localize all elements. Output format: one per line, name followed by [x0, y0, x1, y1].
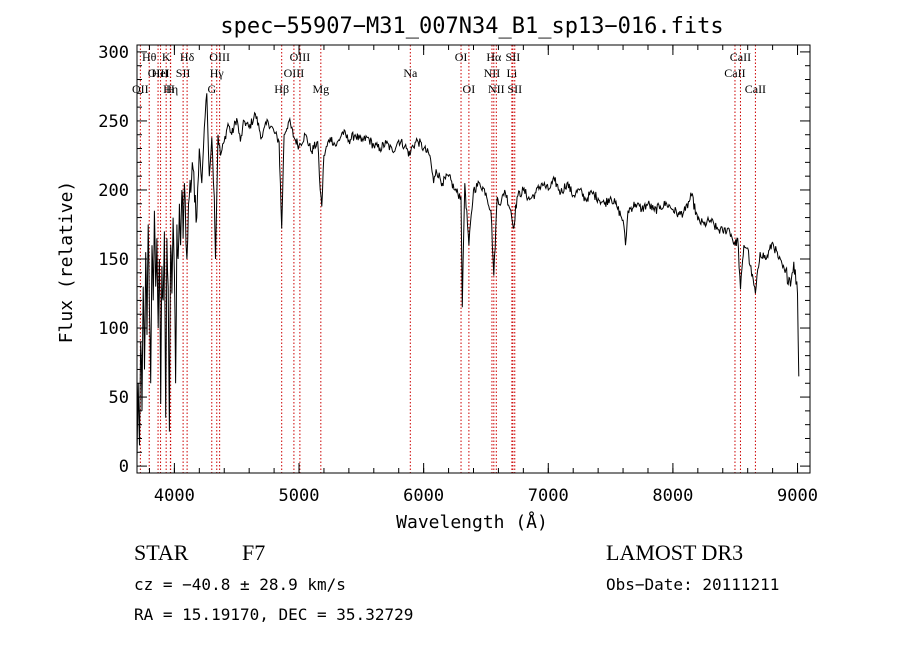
x-tick-label: 5000 [279, 486, 320, 506]
line-label: OII [132, 82, 149, 96]
y-axis-ticks: 0 50 100 150 200 250 300 [98, 43, 810, 477]
line-label: OI [463, 82, 476, 96]
line-label: HeI [152, 66, 170, 80]
x-tick-label: 8000 [652, 486, 693, 506]
line-label: NII [488, 82, 505, 96]
y-tick-label: 200 [98, 181, 129, 201]
line-label: Hθ [142, 50, 157, 64]
flux-line [136, 93, 800, 460]
x-tick-label: 7000 [528, 486, 569, 506]
line-label: OIII [290, 50, 311, 64]
x-tick-label: 9000 [777, 486, 818, 506]
x-axis-label: Wavelength (Å) [396, 511, 548, 533]
line-label: Hβ [274, 82, 289, 96]
redshift-readout: cz = −40.8 ± 28.9 km/s [134, 575, 346, 594]
y-tick-label: 150 [98, 250, 129, 270]
x-axis-ticks: 4000 5000 6000 7000 8000 9000 [148, 45, 818, 506]
y-tick-label: 50 [109, 388, 129, 408]
y-tick-label: 100 [98, 319, 129, 339]
spectral-line-labels: OIIHθOIIIHeIKHηSIIHHδGHγOIIIHβOIIIOIIIMg… [132, 50, 766, 96]
y-tick-label: 300 [98, 43, 129, 63]
spectral-line-markers [139, 45, 756, 473]
y-tick-label: 250 [98, 112, 129, 132]
line-label: OI [455, 50, 468, 64]
survey-name: LAMOST DR3 [606, 540, 743, 565]
x-tick-label: 6000 [403, 486, 444, 506]
chart-title: spec−55907−M31_007N34_B1_sp13−016.fits [220, 14, 723, 39]
line-label: SII [506, 50, 521, 64]
object-subclass: F7 [242, 540, 265, 565]
object-class: STAR [134, 540, 189, 565]
line-label: Mg [312, 82, 329, 96]
line-label: SII [176, 66, 191, 80]
line-label: Hγ [210, 66, 225, 80]
flux-series [136, 93, 800, 460]
line-label: G [207, 82, 216, 96]
y-axis-label: Flux (relative) [56, 181, 77, 344]
line-label: CaII [745, 82, 766, 96]
y-tick-label: 0 [119, 457, 129, 477]
line-label: CaII [730, 50, 751, 64]
line-label: H [166, 82, 175, 96]
line-label: K [162, 50, 171, 64]
line-label: OIII [209, 50, 230, 64]
x-tick-label: 4000 [154, 486, 195, 506]
line-label: CaII [724, 66, 745, 80]
line-label: OIII [148, 66, 169, 80]
line-label: Hδ [180, 50, 195, 64]
line-label: Hα [486, 50, 502, 64]
line-label: Li [507, 66, 518, 80]
radec-readout: RA = 15.19170, DEC = 35.32729 [134, 605, 413, 624]
line-label: SII [507, 82, 522, 96]
obs-date: Obs−Date: 20111211 [606, 575, 779, 594]
line-label: Hη [163, 82, 178, 96]
line-label: Na [403, 66, 418, 80]
line-label: OIII [284, 66, 305, 80]
plot-frame [136, 44, 811, 474]
line-label: NII [484, 66, 501, 80]
